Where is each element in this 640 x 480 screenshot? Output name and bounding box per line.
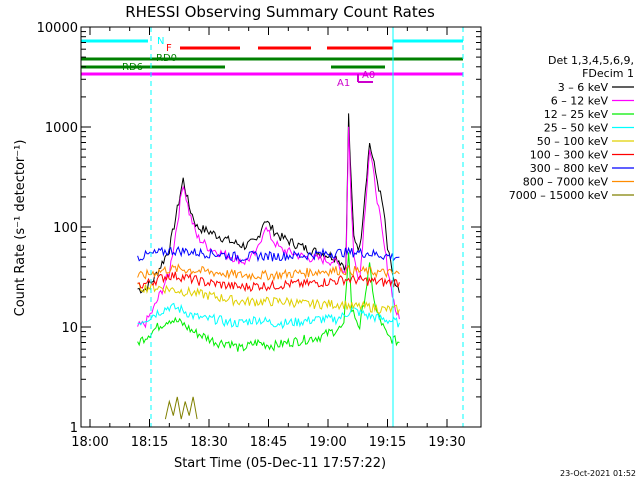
annotation-rd6: RD6 xyxy=(122,62,143,73)
series-layer xyxy=(137,113,400,420)
y-tick-label-0: 1 xyxy=(70,421,78,436)
annotation-a1: A1 xyxy=(337,78,350,89)
y-tick-label-2: 100 xyxy=(53,221,78,236)
annotation-rd0: RD0 xyxy=(156,53,177,64)
x-tick-label-4: 19:00 xyxy=(309,435,346,450)
legend-label-3: 25 – 50 keV xyxy=(544,122,609,135)
x-axis-label: Start Time (05-Dec-11 17:57:22) xyxy=(174,456,386,471)
legend-header-line-2: FDecim 1 xyxy=(582,67,634,80)
y-axis-label: Count Rate (s⁻¹ detector⁻¹) xyxy=(13,140,28,317)
x-tick-label-2: 18:30 xyxy=(190,435,227,450)
y-tick-label-4: 10000 xyxy=(37,21,78,36)
series-line-3 xyxy=(137,302,400,330)
annotation-f: F xyxy=(166,43,172,54)
legend-label-5: 100 – 300 keV xyxy=(530,149,609,162)
y-tick-label-1: 10 xyxy=(61,321,78,336)
series-line-0 xyxy=(137,113,400,294)
series-line-7 xyxy=(137,263,400,282)
series-line-5 xyxy=(137,271,400,293)
x-tick-label-0: 18:00 xyxy=(71,435,108,450)
annotation-a0: A0 xyxy=(362,70,375,81)
axis-layer: 18:00 18:15 18:30 18:45 19:00 19:15 19:30 1 10 10… xyxy=(37,21,481,450)
x-tick-label-3: 18:45 xyxy=(250,435,287,450)
overlay-layer xyxy=(80,27,464,427)
series-line-2 xyxy=(137,252,400,352)
legend-label-6: 300 – 800 keV xyxy=(530,162,609,175)
series-line-6 xyxy=(137,246,400,263)
legend-label-2: 12 – 25 keV xyxy=(544,108,609,121)
series-line-8 xyxy=(164,396,198,420)
x-tick-label-1: 18:15 xyxy=(131,435,168,450)
legend-header-line-1: Det 1,3,4,5,6,9, xyxy=(548,54,634,67)
series-line-1 xyxy=(137,126,400,329)
legend-label-1: 6 – 12 keV xyxy=(551,95,609,108)
legend-label-8: 7000 – 15000 keV xyxy=(509,189,609,202)
y-tick-label-3: 1000 xyxy=(45,121,78,136)
legend-label-0: 3 – 6 keV xyxy=(558,81,609,94)
legend-label-4: 50 – 100 keV xyxy=(537,135,609,148)
series-line-4 xyxy=(137,282,400,316)
chart-title: RHESSI Observing Summary Count Rates xyxy=(125,3,435,21)
timestamp: 23-Oct-2021 01:52 xyxy=(560,469,636,478)
x-tick-label-5: 19:15 xyxy=(369,435,406,450)
annotation-n: N xyxy=(157,36,164,47)
x-tick-label-6: 19:30 xyxy=(428,435,465,450)
legend-label-7: 800 – 7000 keV xyxy=(523,176,609,189)
